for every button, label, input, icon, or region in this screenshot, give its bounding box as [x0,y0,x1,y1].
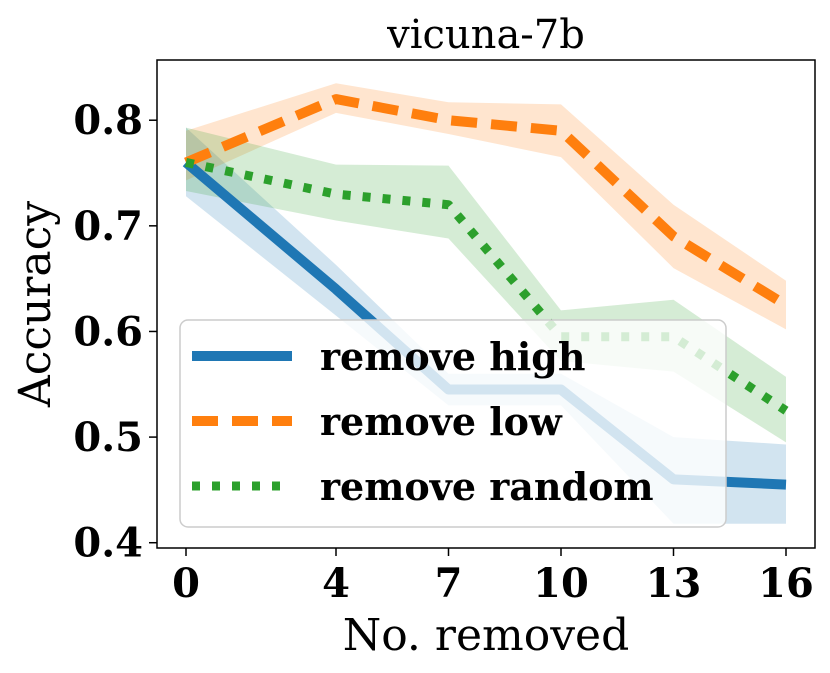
y-tick-label: 0.7 [73,203,143,250]
legend: remove high remove low remove random [179,319,727,528]
legend-label-remove-high: remove high [320,334,586,379]
x-axis-ticks: 0 4 7 10 13 16 [172,548,814,607]
x-tick-label: 4 [322,560,350,607]
x-tick-label: 13 [646,560,702,607]
x-tick-label: 7 [435,560,463,607]
x-axis-label: No. removed [343,610,630,661]
plot-frame [156,59,816,549]
legend-box [179,319,727,528]
y-axis-ticks: 0.4 0.5 0.6 0.7 0.8 [73,97,157,567]
series-line-remove-random [185,158,789,415]
legend-label-remove-low: remove low [320,399,563,444]
legend-label-remove-random: remove random [320,464,654,509]
chart-title: vicuna-7b [386,12,585,58]
series-line-remove-low [184,94,789,310]
x-tick-label: 10 [533,560,589,607]
x-tick-label: 0 [172,560,200,607]
band-remove-low [186,83,786,330]
y-tick-label: 0.6 [73,308,143,355]
y-axis-label: Accuracy [10,201,61,408]
y-tick-label: 0.4 [73,520,143,567]
x-tick-label: 16 [758,560,814,607]
y-tick-label: 0.5 [73,414,143,461]
y-tick-label: 0.8 [73,97,143,144]
